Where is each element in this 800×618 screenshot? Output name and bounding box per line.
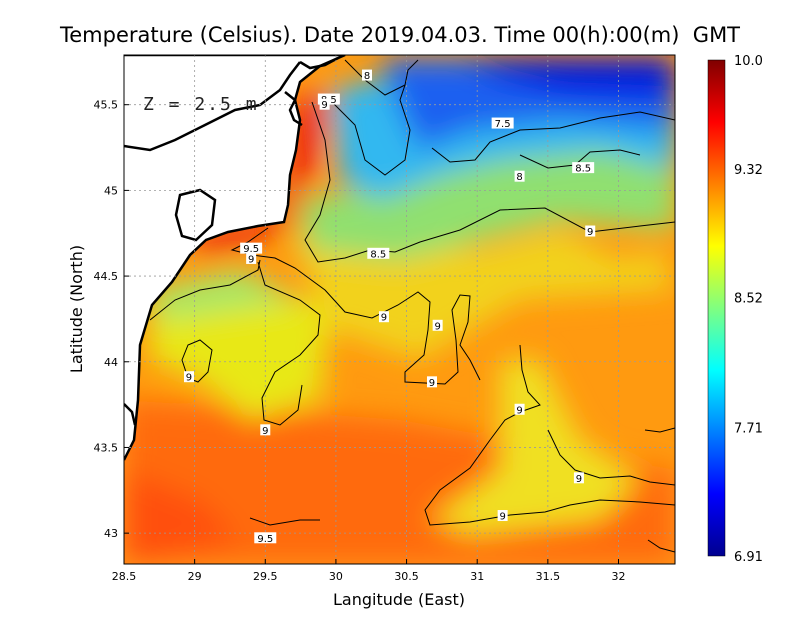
contour-label-background <box>260 424 271 436</box>
colorbar-tick-label: 9.32 <box>734 163 763 178</box>
contour-label-background <box>585 225 596 237</box>
contour-label-background <box>432 319 443 331</box>
contour-label-background <box>183 371 194 383</box>
colorbar-gradient <box>707 59 726 557</box>
contour-label-background <box>367 247 390 259</box>
depth-annotation: Z = 2.5 m <box>143 94 259 115</box>
contour-label: 8 <box>516 172 522 183</box>
grid-lines <box>124 55 675 564</box>
x-tick-label: 30.5 <box>394 570 419 583</box>
contour-label-background <box>514 170 525 182</box>
contour-label: 9 <box>434 321 440 332</box>
contour-label-background <box>362 69 373 81</box>
colorbar-tick-label: 8.52 <box>734 292 763 307</box>
contour-label: 9 <box>262 426 268 437</box>
x-tick-label: 31.5 <box>536 570 561 583</box>
y-tick-label: 44 <box>104 356 118 369</box>
y-axis: 43 43.5 44 44.5 45 45.5 <box>94 99 129 540</box>
y-axis-label: Latitude (North) <box>67 245 86 373</box>
contour-label: 7.5 <box>495 119 511 130</box>
y-tick-label: 45 <box>104 184 118 197</box>
contour-label: 9 <box>381 313 387 324</box>
x-tick-label: 29 <box>188 570 202 583</box>
colorbar: 10.0 9.32 8.52 7.71 6.91 <box>707 54 763 565</box>
land-mass <box>124 55 346 461</box>
contour-label: 8.5 <box>370 249 386 260</box>
contour-label: 9 <box>499 512 505 523</box>
x-tick-label: 32 <box>611 570 625 583</box>
contour-label-background <box>491 117 514 129</box>
colorbar-tick-labels: 10.0 9.32 8.52 7.71 6.91 <box>734 54 763 565</box>
y-tick-label: 43.5 <box>94 441 119 454</box>
x-tick-label: 31 <box>470 570 484 583</box>
y-tick-label: 45.5 <box>94 99 119 112</box>
contour-label: 9 <box>248 254 254 265</box>
plot-frame <box>123 54 676 565</box>
contour-label: 9.5 <box>257 534 273 545</box>
y-tick-label: 44.5 <box>94 270 119 283</box>
isotherm-contours <box>149 59 675 553</box>
contour-label: 9 <box>576 474 582 485</box>
chart-title: Temperature (Celsius). Date 2019.04.03. … <box>59 23 740 47</box>
contour-label-background <box>426 376 437 388</box>
contour-label-background <box>254 532 277 544</box>
contour-label: 8 <box>364 71 370 82</box>
contour-label: 9 <box>587 227 593 238</box>
contour-label-background <box>514 403 525 415</box>
contour-label-background <box>497 510 508 522</box>
colorbar-tick-label: 10.0 <box>734 54 763 69</box>
y-tick-label: 43 <box>104 527 118 540</box>
contour-label: 9 <box>186 373 192 384</box>
colorbar-tick-label: 6.91 <box>734 550 763 565</box>
x-tick-label: 29.5 <box>253 570 278 583</box>
contour-label: 9 <box>429 378 435 389</box>
contour-label-background <box>573 472 584 484</box>
contour-label: 9 <box>516 405 522 416</box>
contour-label-background <box>246 252 257 264</box>
coastline <box>124 56 339 426</box>
contour-label: 9.5 <box>243 244 259 255</box>
contour-label-background <box>319 98 330 110</box>
temperature-field <box>124 55 675 564</box>
contour-label-background <box>572 162 595 174</box>
contour-label-background <box>240 242 263 254</box>
contour-label: 9 <box>321 100 327 111</box>
x-tick-label: 28.5 <box>112 570 137 583</box>
contour-label: 8.5 <box>575 164 591 175</box>
x-tick-label: 30 <box>329 570 343 583</box>
colorbar-tick-label: 7.71 <box>734 422 763 437</box>
x-axis-label: Langitude (East) <box>333 590 465 609</box>
contour-label-background <box>378 311 389 323</box>
x-axis: 28.5 29 29.5 30 30.5 31 31.5 32 <box>112 559 625 583</box>
